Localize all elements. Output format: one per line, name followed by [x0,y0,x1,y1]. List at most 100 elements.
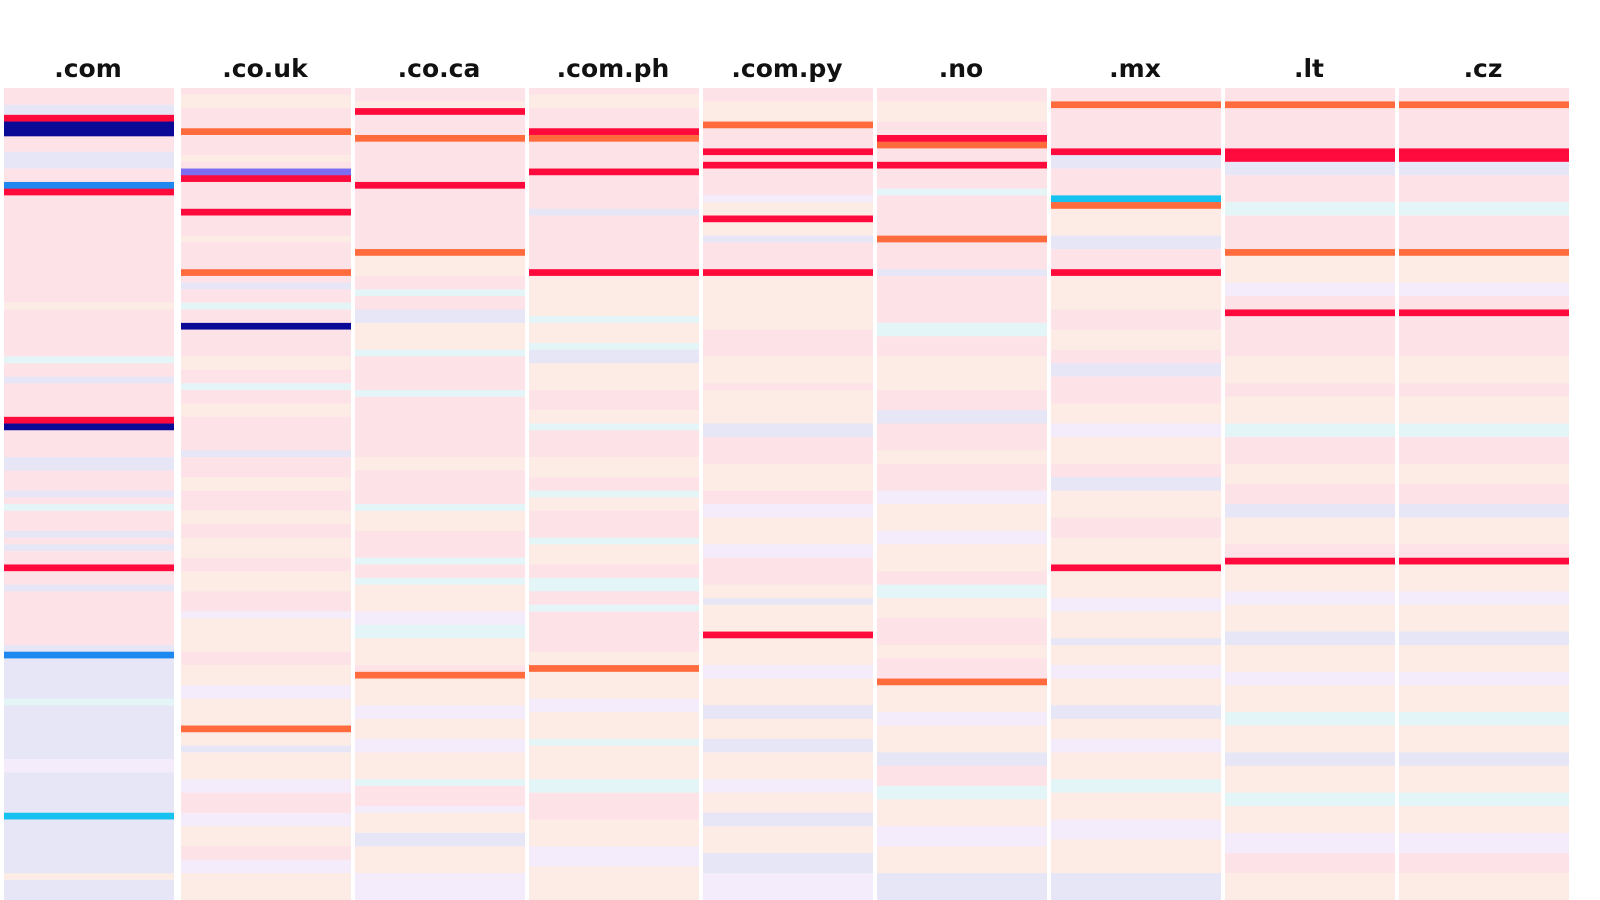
heatmap-cell [4,383,174,418]
heatmap-cell [1051,155,1221,169]
heatmap-cell [1051,208,1221,236]
heatmap-cell [4,356,174,364]
heatmap-cell [181,108,351,129]
heatmap-cell [877,504,1047,532]
heatmap-cell [877,584,1047,599]
heatmap-cell [703,389,873,424]
heatmap-cell [181,369,351,384]
heatmap-cell [529,510,699,538]
heatmap-cell [877,389,1047,411]
heatmap-cell [1399,155,1569,163]
heatmap-cell [355,832,525,847]
heatmap-cell [4,168,174,183]
heatmap-cell [1399,644,1569,673]
heatmap-cell [703,779,873,793]
heatmap-cell [4,457,174,471]
heatmap-cell [181,651,351,666]
heatmap-cell [355,705,525,720]
heatmap-cell [1225,383,1395,397]
heatmap-cell [1399,832,1569,854]
heatmap-cell [529,410,699,424]
heatmap-cell [703,436,873,465]
heatmap-cell [1399,356,1569,384]
heatmap-cell [1225,101,1395,109]
heatmap-cell [529,490,699,498]
heatmap-cell [4,591,174,646]
heatmap-cell [1051,819,1221,840]
heatmap-cell [355,309,525,324]
heatmap-cell [355,806,525,814]
heatmap-cell [355,557,525,565]
heatmap-cell [529,738,699,746]
heatmap-cell [4,376,174,384]
heatmap-cell [181,477,351,491]
heatmap-cell [1225,604,1395,632]
heatmap-cell [703,665,873,679]
heatmap-cell [4,104,174,116]
heatmap-cell [355,624,525,639]
heatmap-cell [355,168,525,183]
heatmap-cell [4,136,174,153]
heatmap-cell [1225,202,1395,216]
heatmap-cell [1225,685,1395,713]
heatmap-cell [1051,249,1221,270]
heatmap-cell [529,322,699,344]
heatmap-cell [1051,376,1221,404]
heatmap-cell [703,853,873,874]
heatmap-cell [1051,202,1221,210]
heatmap-cell [181,826,351,847]
heatmap-cell [355,577,525,585]
heatmap-cell [4,363,174,377]
heatmap-cell [877,765,1047,787]
column-label-lt: .lt [1294,54,1324,83]
heatmap-cell [355,349,525,357]
heatmap-cell [703,242,873,270]
heatmap-cell [181,752,351,780]
heatmap-cell [529,389,699,411]
heatmap-cell [4,812,174,820]
heatmap-cell [355,779,525,787]
heatmap-cell [1225,309,1395,317]
heatmap-cell [355,181,525,189]
heatmap-cell [4,423,174,431]
heatmap-cell [1399,309,1569,317]
heatmap-cell [181,302,351,310]
heatmap-cell [529,108,699,129]
heatmap-cell [181,282,351,290]
heatmap-cell [703,423,873,438]
heatmap-cell [1225,396,1395,424]
heatmap-cell [703,88,873,102]
heatmap-cell [1399,296,1569,310]
heatmap-cell [703,504,873,518]
heatmap-cell [703,101,873,122]
heatmap-cell [1225,752,1395,767]
heatmap-cell [529,866,699,900]
heatmap-cell [355,249,525,257]
heatmap-cell [1225,161,1395,176]
heatmap-cell [529,269,699,277]
heatmap-cell [1399,148,1569,156]
heatmap-cell [703,638,873,666]
heatmap-cell [529,141,699,169]
heatmap-cell [4,195,174,304]
heatmap-cell [1225,853,1395,874]
heatmap-cell [1225,792,1395,807]
heatmap-cell [4,658,174,699]
heatmap-cell [877,826,1047,847]
heatmap-cell [529,168,699,176]
heatmap-cell [529,208,699,216]
heatmap-cell [1399,161,1569,176]
heatmap-cell [4,497,174,505]
heatmap-cell [1051,309,1221,330]
heatmap-cell [1051,718,1221,740]
heatmap-cell [4,430,174,458]
heatmap-cell [877,846,1047,874]
heatmap-cell [1399,685,1569,713]
heatmap-cell [181,208,351,216]
heatmap-cell [877,598,1047,619]
heatmap-cell [181,235,351,243]
heatmap-cell [703,121,873,129]
heatmap-cell [1051,477,1221,491]
heatmap-cell [181,94,351,109]
heatmap-cell [181,242,351,270]
